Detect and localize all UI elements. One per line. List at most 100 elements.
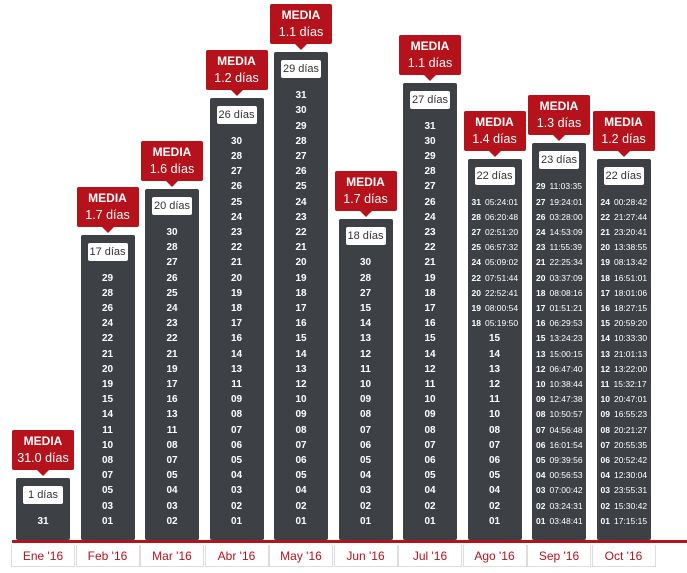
day-entry: 30 — [210, 134, 264, 149]
day-number: 04 — [359, 470, 372, 482]
month-bar: 22 días 31 05:24:01 28 06:20:48 27 02:51:20 25 0… — [467, 158, 522, 540]
day-number: 18 — [536, 287, 546, 298]
day-number: 22 — [230, 242, 243, 254]
media-badge: MEDIA 1.6 días — [141, 141, 203, 181]
day-number: 28 — [471, 211, 481, 222]
day-number: 12 — [295, 378, 307, 390]
day-entry: 09 — [274, 407, 328, 422]
month-bar: 18 días 30 28 27 15 14 13 12 11 10 09 08 07 06 05 04 03 0… — [338, 219, 393, 540]
day-entry: 15 — [274, 331, 328, 346]
day-number: 10 — [359, 378, 372, 390]
day-entry: 03 — [339, 483, 393, 498]
media-label: MEDIA — [23, 433, 63, 448]
day-number: 17 — [230, 318, 243, 330]
day-number: 09 — [295, 409, 307, 421]
day-number: 21 — [600, 226, 610, 237]
day-entry: 14 — [339, 316, 393, 331]
day-time: 06:20:48 — [484, 211, 519, 222]
day-number: 10 — [536, 378, 546, 389]
day-number: 11 — [166, 424, 178, 436]
month-label[interactable]: Ago '16 — [462, 545, 527, 567]
day-entry: 18 — [403, 286, 457, 301]
month-label[interactable]: Jul '16 — [398, 545, 462, 567]
day-entry: 15 — [403, 331, 457, 346]
day-count-label: 17 días — [87, 242, 128, 261]
day-number: 23 — [230, 226, 243, 238]
day-number: 03 — [600, 485, 610, 496]
day-number: 13 — [230, 363, 243, 375]
day-entry: 30 — [274, 103, 328, 118]
day-number: 18 — [471, 318, 481, 329]
day-entry: 01 — [81, 514, 135, 529]
month-label[interactable]: Mar '16 — [140, 545, 204, 567]
media-label: MEDIA — [539, 99, 579, 114]
day-entry: 29 — [274, 119, 328, 134]
day-entry: 06 — [210, 438, 264, 453]
day-entry: 15 13:24:23 — [532, 331, 586, 346]
day-number: 15 — [295, 333, 307, 345]
day-time: 01:51:21 — [549, 302, 583, 313]
day-entry: 30 — [403, 134, 457, 149]
media-value: 31.0 días — [17, 450, 69, 465]
day-number: 27 — [424, 181, 436, 193]
day-time: 00:56:53 — [549, 470, 583, 481]
day-entry: 04 — [468, 483, 522, 498]
day-number: 18 — [424, 287, 436, 299]
day-number: 06 — [230, 439, 243, 451]
day-entry: 23 — [403, 225, 457, 240]
day-number: 11 — [600, 378, 610, 389]
day-number: 19 — [166, 363, 178, 375]
media-label: MEDIA — [410, 38, 450, 53]
media-pointer — [488, 150, 501, 157]
day-number: 08 — [166, 439, 178, 451]
day-number: 26 — [536, 211, 546, 222]
media-badge: MEDIA 1.7 días — [334, 171, 397, 212]
day-number: 19 — [101, 378, 114, 390]
day-number: 05 — [488, 470, 501, 482]
day-number: 07 — [488, 439, 501, 451]
day-time: 11:55:39 — [549, 242, 582, 253]
day-entry: 11 — [339, 362, 393, 377]
day-time: 15:30:42 — [613, 500, 648, 511]
day-number: 07 — [359, 424, 372, 436]
month-bar: 22 días 24 00:28:42 22 21:27:44 21 23:20:41 20 1… — [596, 158, 651, 540]
day-entry: 04 — [210, 468, 264, 483]
day-entry: 20 — [210, 271, 264, 286]
day-number: 28 — [295, 135, 307, 147]
day-entry: 04 — [145, 483, 199, 498]
day-number: 15 — [101, 394, 114, 406]
day-number: 19 — [230, 287, 243, 299]
day-entry: 17 — [210, 316, 264, 331]
day-number: 11 — [360, 363, 371, 375]
day-entry: 11 15:32:17 — [597, 377, 651, 392]
month-label[interactable]: Oct '16 — [591, 545, 656, 567]
media-badge: MEDIA 1.4 días — [463, 110, 526, 151]
day-number: 15 — [488, 333, 501, 345]
month-label[interactable]: Ene '16 — [11, 545, 75, 567]
media-label: MEDIA — [604, 114, 643, 129]
day-entry: 25 — [145, 286, 199, 301]
month-bar: 27 días 31 30 29 28 27 26 24 23 22 21 19 18 17 16 15 14 1… — [403, 82, 457, 540]
day-number: 07 — [166, 455, 178, 466]
month-bar: 29 días 31 30 29 28 27 26 25 24 23 22 21 20 19 18 17 16 1… — [274, 52, 328, 540]
day-entry: 12 — [339, 347, 393, 362]
month-label[interactable]: Sep '16 — [527, 545, 591, 567]
day-number: 29 — [295, 120, 307, 132]
day-number: 20 — [295, 257, 307, 269]
day-number: 24 — [471, 257, 481, 268]
day-number: 13 — [359, 333, 372, 345]
day-entry: 06 — [468, 453, 522, 468]
day-entry: 27 02:51:20 — [468, 225, 522, 240]
day-entry: 13 — [468, 362, 522, 377]
month-label[interactable]: Jun '16 — [333, 545, 398, 567]
day-number: 10 — [600, 394, 610, 405]
day-entry: 11 — [81, 423, 135, 438]
month-label[interactable]: Feb '16 — [75, 545, 140, 567]
day-number: 12 — [488, 378, 501, 390]
month-bar: 23 días 29 11:03:35 27 19:24:01 26 03:28:00 24 1… — [532, 143, 586, 540]
day-number: 04 — [488, 485, 501, 497]
month-label[interactable]: May '16 — [269, 545, 333, 567]
month-label[interactable]: Abr '16 — [204, 545, 269, 567]
day-entry: 07 — [81, 468, 135, 483]
day-entry: 08 — [339, 407, 393, 422]
